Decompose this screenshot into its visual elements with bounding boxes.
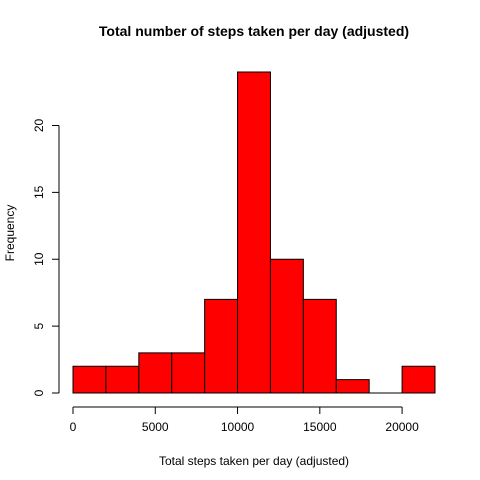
- x-tick-label: 0: [70, 420, 77, 434]
- bar-6: [269, 258, 304, 394]
- bar-0: [72, 365, 107, 394]
- bars: [72, 71, 436, 394]
- y-tick-label: 20: [32, 119, 46, 133]
- x-tick-label: 20000: [385, 420, 419, 434]
- y-axis: 0 5 10 15 20: [32, 119, 60, 396]
- x-tick-label: 10000: [221, 420, 255, 434]
- bar-7: [302, 298, 337, 394]
- y-tick-label: 0: [32, 389, 46, 396]
- bar-3: [171, 352, 206, 394]
- bar-5: [237, 71, 271, 394]
- y-tick-label: 15: [32, 185, 46, 199]
- x-axis: 0 5000 10000 15000 20000: [70, 406, 419, 434]
- bar-1: [105, 365, 140, 394]
- chart-title: Total number of steps taken per day (adj…: [99, 23, 409, 39]
- x-axis-label: Total steps taken per day (adjusted): [159, 454, 349, 468]
- y-axis-label: Frequency: [3, 205, 17, 262]
- plot-area: 0 5000 10000 15000 20000 0 5 10 15 20: [32, 71, 436, 434]
- bar-10: [401, 365, 436, 394]
- bar-2: [138, 352, 173, 394]
- y-tick-label: 5: [32, 322, 46, 329]
- y-tick-label: 10: [32, 252, 46, 266]
- bar-4: [204, 298, 239, 394]
- bar-8: [335, 379, 370, 394]
- x-tick-label: 15000: [303, 420, 337, 434]
- x-tick-label: 5000: [142, 420, 169, 434]
